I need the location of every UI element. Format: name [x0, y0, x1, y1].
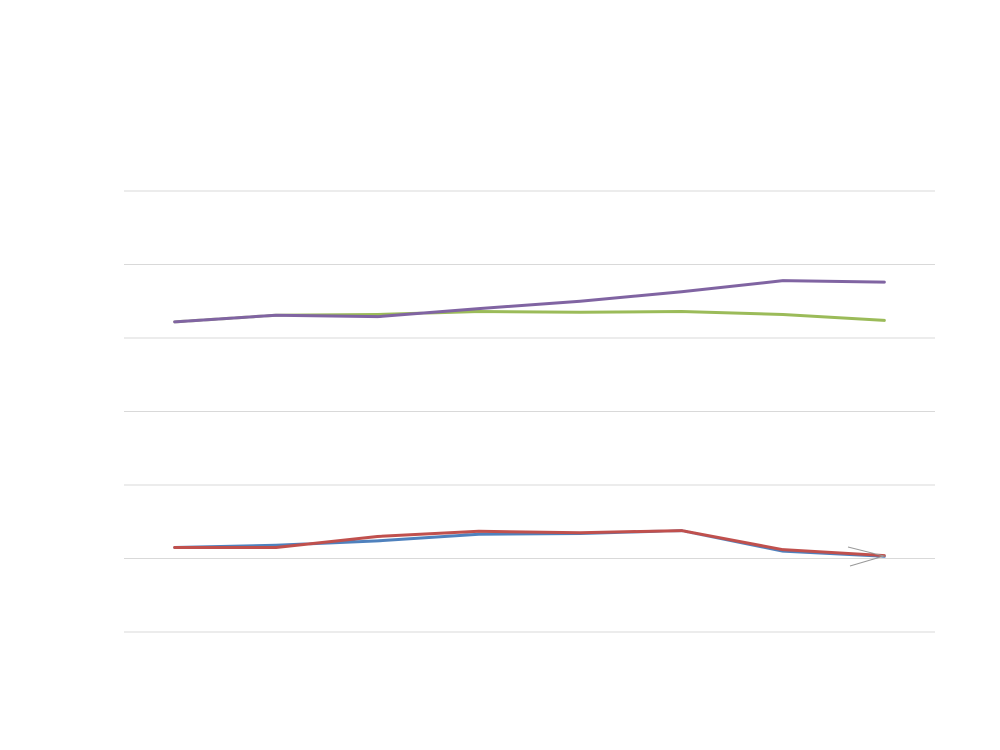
- series-line: [173, 529, 886, 558]
- grid: [124, 190, 935, 633]
- series-line: [173, 529, 886, 558]
- lines: [173, 279, 886, 558]
- end-pointer: [847, 546, 886, 567]
- series-line: [173, 279, 886, 324]
